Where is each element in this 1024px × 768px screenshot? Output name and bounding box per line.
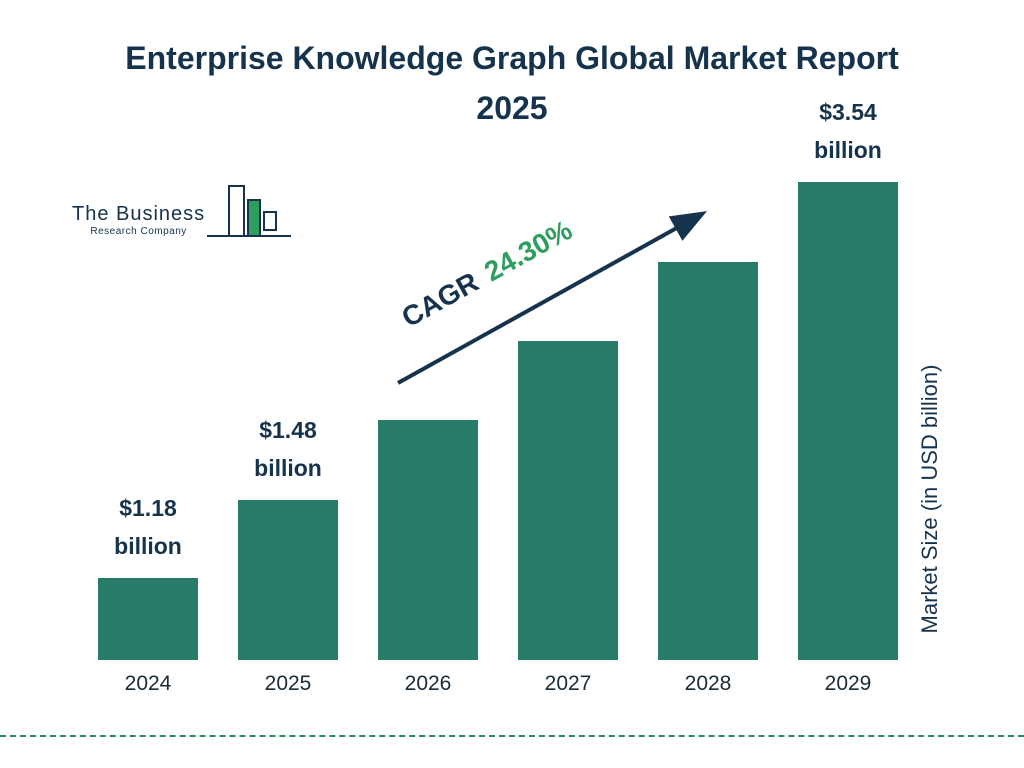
- x-axis-tick-2025: 2025: [264, 672, 312, 695]
- bar-chart: $1.18 billion 2024 $1.48 billion 2025 2026 2027…: [98, 0, 938, 695]
- bar-2024: [98, 578, 198, 660]
- bar-2028: [658, 262, 758, 660]
- bar-column-2024: $1.18 billion 2024: [98, 0, 198, 695]
- bar-column-2027: 2027: [518, 0, 618, 695]
- x-axis-tick-2029: 2029: [824, 672, 872, 695]
- bar-2026: [378, 420, 478, 660]
- bar-column-2028: 2028: [658, 0, 758, 695]
- bar-2025: [238, 500, 338, 660]
- chart-title: Enterprise Knowledge Graph Global Market…: [125, 40, 899, 126]
- x-axis-tick-2028: 2028: [684, 672, 732, 695]
- bar-chart-logo-icon: [207, 182, 293, 251]
- company-logo-name: The Business: [72, 203, 206, 225]
- company-logo-text: The Business Research Company: [72, 203, 205, 251]
- bottom-dashed-divider: [0, 735, 1024, 737]
- bar-2029: [798, 182, 898, 660]
- y-axis-label: Market Size (in USD billion): [917, 364, 942, 634]
- company-logo-subtitle: Research Company: [90, 226, 187, 237]
- bar-column-2026: 2026: [378, 0, 478, 695]
- company-logo: The Business Research Company: [72, 182, 293, 251]
- x-axis-tick-2027: 2027: [544, 672, 592, 695]
- bar-value-label-2025: $1.48 billion: [254, 417, 322, 482]
- x-axis-tick-2024: 2024: [124, 672, 172, 695]
- bar-column-2025: $1.48 billion 2025: [238, 0, 338, 695]
- bar-2027: [518, 341, 618, 660]
- bar-value-label-2024: $1.18 billion: [114, 495, 182, 560]
- bar-column-2029: $3.54 billion 2029: [798, 0, 898, 695]
- x-axis-tick-2026: 2026: [404, 672, 452, 695]
- bar-value-label-2029: $3.54 billion: [814, 99, 882, 164]
